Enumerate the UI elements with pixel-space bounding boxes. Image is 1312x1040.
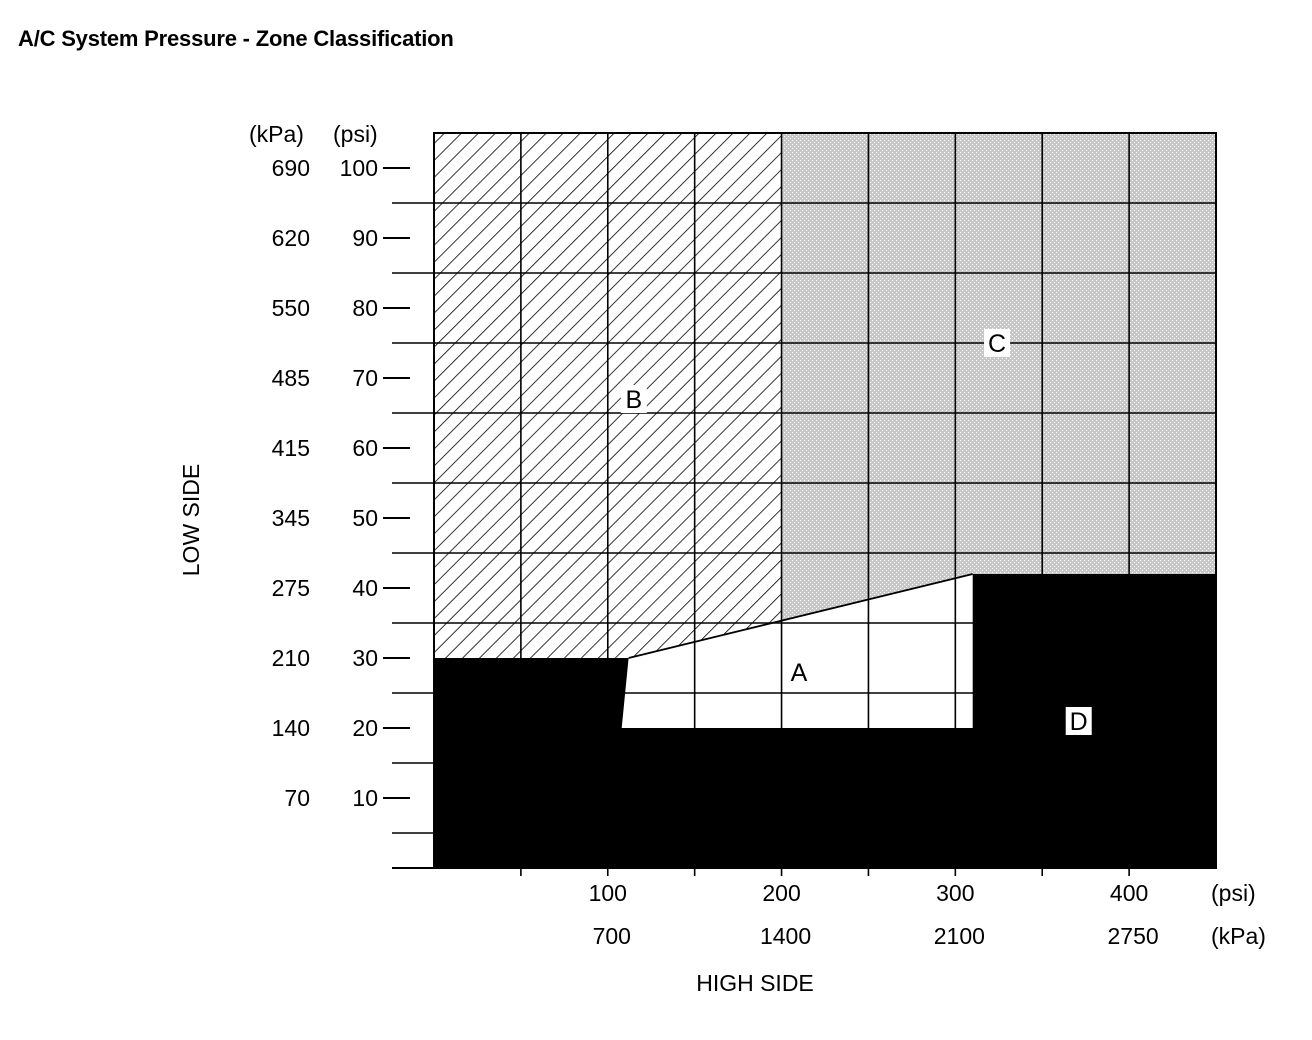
x-tick-label-kpa: 1400 <box>760 923 811 949</box>
y-tick-label-psi: 90 <box>352 225 378 251</box>
x-tick-label-psi: 400 <box>1110 880 1148 906</box>
y-unit-psi: (psi) <box>333 121 378 147</box>
y-tick-label-psi: 10 <box>352 785 378 811</box>
y-tick-label-kpa: 210 <box>272 645 310 671</box>
x-tick-label-psi: 300 <box>936 880 974 906</box>
zone-boundary-line <box>628 573 973 659</box>
y-tick-label-psi: 30 <box>352 645 378 671</box>
y-tick-label-kpa: 415 <box>272 435 310 461</box>
y-unit-kpa: (kPa) <box>249 121 304 147</box>
y-tick-label-psi: 50 <box>352 505 378 531</box>
y-tick-label-kpa: 345 <box>272 505 310 531</box>
zone-c-area <box>781 133 1216 623</box>
zone-label-box <box>785 658 812 686</box>
axis-layer <box>383 132 1217 869</box>
x-tick-label-psi: 200 <box>762 880 800 906</box>
y-axis-title: LOW SIDE <box>178 464 204 576</box>
y-tick-label-psi: 70 <box>352 365 378 391</box>
zone-a-area <box>621 574 973 728</box>
zones-layer <box>434 133 1216 868</box>
y-tick-label-psi: 80 <box>352 295 378 321</box>
y-tick-label-kpa: 550 <box>272 295 310 321</box>
zone-label-box <box>984 329 1011 357</box>
zone-label-b: B <box>626 386 643 414</box>
zone-label-a: A <box>791 659 808 687</box>
y-tick-label-psi: 40 <box>352 575 378 601</box>
x-unit-kpa: (kPa) <box>1211 923 1266 949</box>
x-tick-label-kpa: 700 <box>593 923 631 949</box>
label-layer: 100 690 90 620 80 550 70 485 60 415 50 345 40 275 30 21… <box>178 121 1266 996</box>
y-tick-label-psi: 100 <box>340 155 378 181</box>
zone-d-area <box>434 574 1216 868</box>
zone-label-c: C <box>988 330 1006 358</box>
x-axis-title: HIGH SIDE <box>696 970 814 996</box>
y-tick-label-kpa: 690 <box>272 155 310 181</box>
y-tick-label-psi: 60 <box>352 435 378 461</box>
page-title: A/C System Pressure - Zone Classificatio… <box>18 26 454 51</box>
y-tick-label-kpa: 140 <box>272 715 310 741</box>
y-tick-label-kpa: 70 <box>284 785 310 811</box>
zone-label-d: D <box>1070 708 1088 736</box>
zone-label-box <box>1065 707 1092 735</box>
y-tick-label-psi: 20 <box>352 715 378 741</box>
y-tick-label-kpa: 275 <box>272 575 310 601</box>
grid-layer <box>392 133 1216 876</box>
x-tick-label-kpa: 2100 <box>934 923 985 949</box>
zone-label-box <box>620 385 647 413</box>
x-unit-psi: (psi) <box>1211 880 1256 906</box>
y-tick-label-kpa: 620 <box>272 225 310 251</box>
x-tick-label-kpa: 2750 <box>1108 923 1159 949</box>
x-tick-label-psi: 100 <box>589 880 627 906</box>
y-tick-label-kpa: 485 <box>272 365 310 391</box>
